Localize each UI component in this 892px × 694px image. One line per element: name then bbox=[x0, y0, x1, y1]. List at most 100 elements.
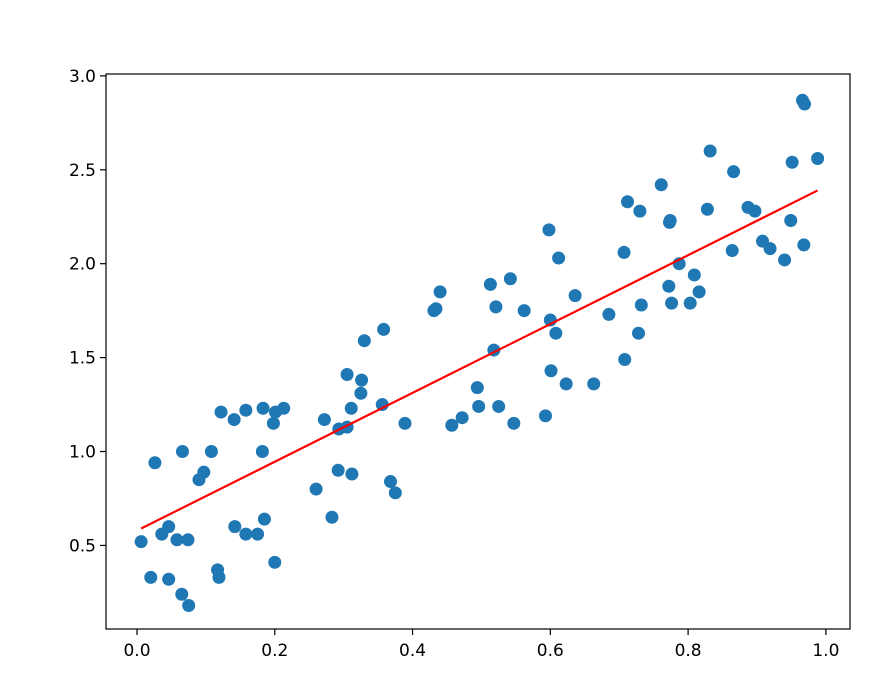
scatter-point bbox=[798, 97, 812, 111]
scatter-point bbox=[692, 285, 706, 299]
x-tick-label: 1.0 bbox=[812, 641, 839, 661]
scatter-point bbox=[268, 555, 282, 569]
scatter-point bbox=[433, 285, 447, 299]
y-tick-label: 3.0 bbox=[69, 67, 96, 87]
scatter-point bbox=[785, 155, 799, 169]
scatter-point bbox=[517, 304, 531, 318]
scatter-point bbox=[344, 401, 358, 415]
scatter-point bbox=[182, 599, 196, 613]
scatter-point bbox=[618, 352, 632, 366]
scatter-point bbox=[445, 418, 459, 432]
scatter-point bbox=[455, 411, 469, 425]
plot-frame bbox=[105, 73, 851, 630]
scatter-point bbox=[542, 223, 556, 237]
scatter-point bbox=[687, 268, 701, 282]
scatter-point bbox=[778, 253, 792, 267]
scatter-point bbox=[228, 520, 242, 534]
scatter-point bbox=[662, 279, 676, 293]
scatter-point bbox=[763, 242, 777, 256]
scatter-point bbox=[703, 144, 717, 158]
scatter-point bbox=[255, 445, 269, 459]
scatter-point bbox=[388, 486, 402, 500]
scatter-point bbox=[317, 413, 331, 427]
scatter-point bbox=[811, 152, 825, 166]
x-axis: 0.0 0.2 0.4 0.6 0.8 1.0 bbox=[123, 629, 839, 661]
scatter-point bbox=[357, 334, 371, 348]
scatter-point bbox=[700, 202, 714, 216]
scatter-point bbox=[377, 322, 391, 336]
scatter-point bbox=[654, 178, 668, 192]
scatter-point bbox=[568, 289, 582, 303]
scatter-point bbox=[472, 399, 486, 413]
scatter-point bbox=[181, 533, 195, 547]
scatter-point bbox=[148, 456, 162, 470]
scatter-point bbox=[797, 238, 811, 252]
scatter-point bbox=[559, 377, 573, 391]
scatter-point bbox=[170, 533, 184, 547]
x-tick-label: 0.6 bbox=[537, 641, 564, 661]
scatter-point bbox=[483, 277, 497, 291]
scatter-point bbox=[544, 364, 558, 378]
scatter-point bbox=[331, 463, 345, 477]
scatter-point bbox=[384, 475, 398, 489]
scatter-point bbox=[162, 572, 176, 586]
scatter-point bbox=[212, 570, 226, 584]
scatter-point bbox=[507, 416, 521, 430]
y-tick-label: 1.5 bbox=[69, 349, 96, 369]
scatter-point bbox=[470, 381, 484, 395]
scatter-point bbox=[748, 204, 762, 218]
scatter-point bbox=[204, 445, 218, 459]
scatter-point bbox=[663, 214, 677, 227]
scatter-point bbox=[162, 520, 176, 534]
scatter-point bbox=[632, 326, 646, 340]
fit-line bbox=[140, 189, 819, 530]
y-tick-label: 0.5 bbox=[69, 536, 96, 556]
scatter-point bbox=[345, 467, 359, 481]
scatter-point bbox=[227, 413, 241, 427]
scatter-point bbox=[503, 272, 517, 286]
scatter-point bbox=[257, 512, 271, 526]
scatter-point bbox=[277, 401, 291, 415]
scatter-point bbox=[617, 245, 631, 259]
scatter-point bbox=[602, 307, 616, 321]
scatter-point bbox=[309, 482, 323, 496]
x-tick-label: 0.8 bbox=[675, 641, 702, 661]
scatter-point bbox=[683, 296, 697, 310]
scatter-point bbox=[552, 251, 566, 265]
scatter-point bbox=[214, 405, 228, 419]
scatter-point bbox=[175, 445, 189, 459]
scatter-point bbox=[634, 298, 648, 312]
scatter-point bbox=[492, 399, 506, 413]
scatter-point bbox=[144, 570, 158, 584]
scatter-point bbox=[375, 398, 389, 412]
scatter-point bbox=[489, 300, 503, 314]
scatter-point bbox=[784, 214, 798, 227]
scatter-point bbox=[725, 244, 739, 258]
scatter-point bbox=[251, 527, 265, 541]
scatter-point bbox=[429, 302, 443, 316]
y-tick-label: 2.5 bbox=[69, 161, 96, 181]
y-tick-label: 1.0 bbox=[69, 443, 96, 463]
scatter-points bbox=[134, 93, 825, 613]
scatter-point bbox=[197, 465, 211, 479]
x-tick-label: 0.0 bbox=[123, 641, 150, 661]
scatter-point bbox=[354, 386, 368, 400]
scatter-point bbox=[398, 416, 412, 430]
scatter-point bbox=[539, 409, 553, 423]
scatter-point bbox=[633, 204, 647, 218]
scatter-point bbox=[727, 165, 741, 179]
scatter-point bbox=[325, 510, 339, 524]
fit-line-layer bbox=[140, 189, 819, 530]
scatter-point bbox=[256, 401, 270, 415]
scatter-point bbox=[340, 368, 354, 382]
y-tick-label: 2.0 bbox=[69, 255, 96, 275]
y-axis: 0.5 1.0 1.5 2.0 2.5 3.0 bbox=[69, 67, 106, 556]
scatter-point bbox=[266, 416, 280, 430]
x-tick-label: 0.2 bbox=[261, 641, 288, 661]
scatter-point bbox=[587, 377, 601, 391]
scatter-point bbox=[134, 535, 148, 549]
scatter-point bbox=[355, 373, 369, 387]
scatter-point bbox=[175, 587, 189, 601]
